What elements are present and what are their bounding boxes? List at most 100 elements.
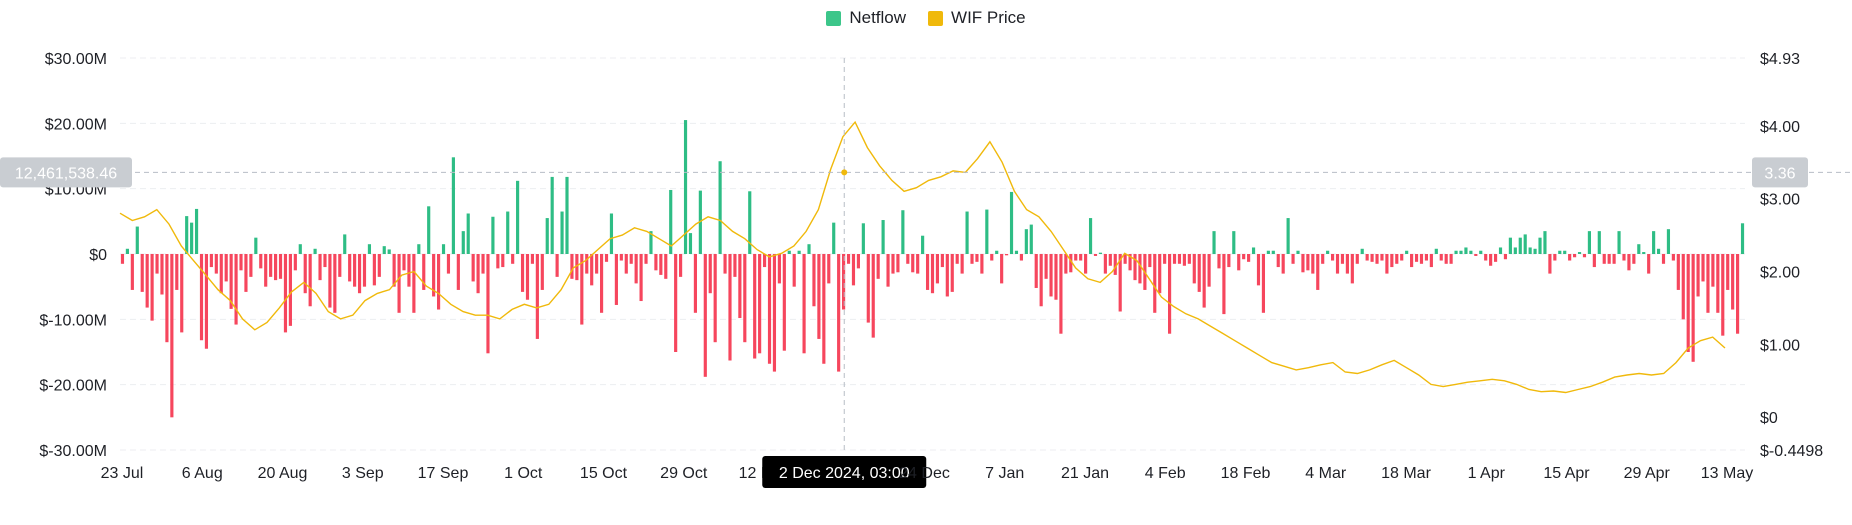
netflow-bar [432,254,436,297]
netflow-bar [1197,254,1201,292]
netflow-bar [990,254,994,261]
netflow-bar [1568,254,1572,261]
netflow-bar [1113,254,1117,275]
netflow-bar [911,254,915,273]
netflow-bar [456,254,460,290]
netflow-bar [1459,250,1463,254]
netflow-bar [1133,254,1137,281]
netflow-bar [901,210,905,254]
netflow-bar [1622,254,1626,261]
netflow-bar [120,254,125,264]
netflow-bar [1247,254,1251,262]
netflow-bar [417,244,421,254]
netflow-bar [1232,231,1236,254]
netflow-bar [1706,254,1710,313]
netflow-bar [1182,254,1186,266]
left-tick-label: $-30.00M [39,443,107,460]
netflow-bar [827,254,831,284]
crosshair: 12,461,538.46 3.36 [0,58,1852,450]
x-tick-label: 4 Feb [1145,465,1186,482]
netflow-bar [254,237,258,254]
right-tick-label: $0 [1760,410,1778,427]
netflow-bar [1227,254,1231,268]
netflow-bar [1148,254,1152,268]
netflow-bar [792,254,796,287]
netflow-bar [476,254,480,294]
left-tick-label: $-20.00M [39,378,107,395]
netflow-bar [1039,254,1043,307]
netflow-bar [767,254,772,364]
price-line-layer [119,120,1726,394]
netflow-bar [649,231,653,254]
netflow-bar [980,254,984,274]
netflow-bar [135,226,139,254]
netflow-bar [501,254,505,268]
left-tick-label: $20.00M [45,116,107,133]
netflow-bar [1711,254,1715,287]
netflow-bar [1474,254,1478,256]
netflow-bar [1153,254,1157,313]
x-tick-label: 23 Jul [101,465,144,482]
netflow-bar [392,254,396,287]
netflow-bar [239,254,243,271]
netflow-bar [1360,248,1364,254]
netflow-bar [743,254,747,343]
netflow-bar [1172,254,1177,264]
netflow-bar [1009,191,1014,254]
netflow-bar [175,254,179,290]
netflow-bar [1538,237,1542,254]
netflow-bar [921,235,925,254]
legend-item-netflow[interactable]: Netflow [826,8,906,28]
netflow-bar [1000,254,1004,284]
netflow-bar [609,213,614,254]
netflow-bar [348,254,352,282]
netflow-bar [427,206,431,254]
netflow-bar [861,223,865,254]
netflow-bar [1563,250,1567,254]
netflow-bar [402,254,406,271]
netflow-bar [1266,250,1270,254]
netflow-bar [1627,254,1631,271]
netflow-bar [1410,254,1414,268]
netflow-bar [886,254,890,287]
netflow-bar [1044,254,1048,279]
netflow-bar [738,254,742,319]
netflow-bar [955,254,959,264]
netflow-bar [866,254,870,323]
netflow-bar [906,254,910,264]
netflow-bar [822,254,826,364]
netflow-bar [1414,254,1419,262]
legend-item-wif-price[interactable]: WIF Price [928,8,1026,28]
netflow-bar [753,254,757,359]
netflow-bar [436,254,441,310]
netflow-bar [595,254,599,274]
netflow-bar [328,254,332,308]
netflow-bar [1543,231,1547,254]
netflow-bar [1340,254,1345,264]
netflow-bar [1518,237,1522,254]
netflow-bar [758,254,762,354]
netflow-bar [1212,231,1216,254]
netflow-bar [807,244,811,254]
netflow-bar [125,248,129,254]
netflow-bar [1721,254,1725,336]
netflow-bar [1523,234,1527,254]
netflow-bar [382,246,386,254]
netflow-bar [1696,254,1700,297]
netflow-bar [916,254,920,274]
netflow-bar [679,254,683,277]
netflow-bar [308,254,312,307]
netflow-bar [1079,254,1083,261]
netflow-bar [1439,254,1443,261]
netflow-bar [194,208,199,254]
netflow-bar [891,254,895,274]
x-tick-label: 18 Feb [1221,465,1271,482]
netflow-bar [1034,254,1038,288]
right-tick-label: $4.00 [1760,119,1800,136]
netflow-bar [1533,248,1537,254]
netflow-bar [353,254,357,287]
netflow-bar [283,254,288,333]
netflow-bar [422,254,426,290]
netflow-bar [274,254,278,281]
